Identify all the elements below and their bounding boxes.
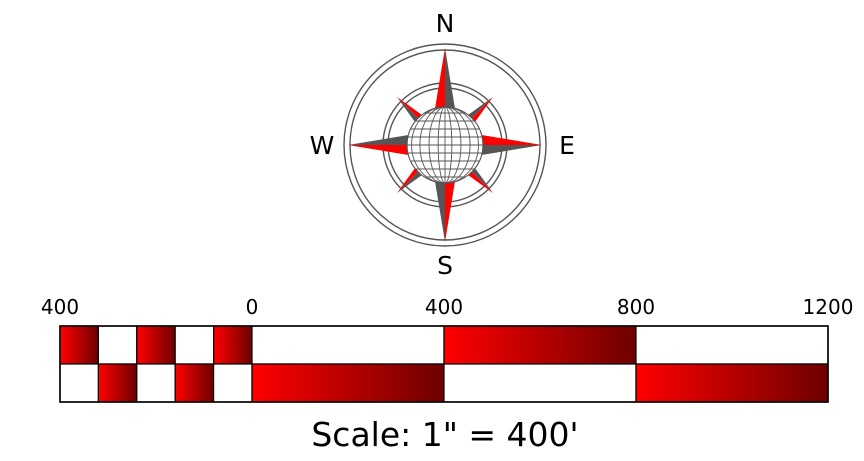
compass-north-label: N [436, 9, 455, 38]
scale-caption: Scale: 1" = 400' [311, 415, 578, 454]
scale-bar: 400 0 400 800 1200 Scale: 1" = 400' [41, 295, 854, 454]
scale-bar-cells [59, 325, 829, 403]
scale-cell-bottom-sub-1 [97, 363, 138, 403]
scale-bar-frame [59, 325, 829, 403]
compass-outer-ring [343, 43, 547, 247]
scale-cell-bottom-major-0 [251, 363, 445, 403]
scale-tick-label-800: 800 [617, 295, 655, 319]
scale-tick-label-left-400: 400 [41, 295, 79, 319]
compass-east-label: E [559, 131, 575, 160]
globe-icon [406, 106, 484, 184]
scale-cell-top-sub-0 [59, 325, 100, 365]
compass-south-label: S [437, 251, 453, 280]
scale-cell-bottom-major-1 [443, 363, 637, 403]
scale-tick-label-0: 0 [246, 295, 259, 319]
scale-cell-top-sub-1 [97, 325, 138, 365]
scale-cell-top-sub-3 [174, 325, 215, 365]
scale-cell-top-major-0 [251, 325, 445, 365]
scale-cell-bottom-sub-4 [213, 363, 253, 403]
scale-cell-top-major-1 [443, 325, 637, 365]
compass-rose: N S E W [310, 9, 575, 280]
scale-cell-bottom-sub-3 [174, 363, 215, 403]
scale-cell-top-major-2 [635, 325, 829, 365]
scale-cell-bottom-sub-0 [59, 363, 100, 403]
scale-tick-label-1200: 1200 [803, 295, 854, 319]
scale-cell-top-sub-4 [213, 325, 253, 365]
scale-tick-label-400: 400 [425, 295, 463, 319]
compass-west-label: W [310, 131, 335, 160]
scale-cell-top-sub-2 [136, 325, 176, 365]
scale-cell-bottom-sub-2 [136, 363, 176, 403]
scale-cell-bottom-major-2 [635, 363, 829, 403]
